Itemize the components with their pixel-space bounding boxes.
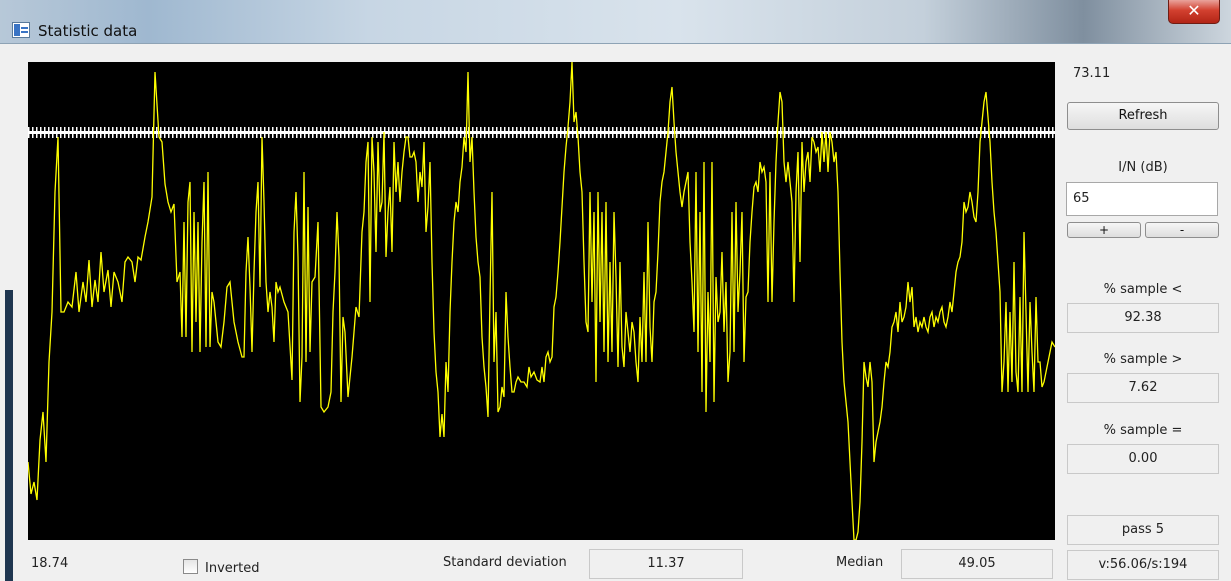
median-label: Median — [836, 555, 884, 570]
sample-greater-label: % sample > — [1103, 352, 1183, 367]
signal-plot — [28, 62, 1055, 540]
sample-equal-label: % sample = — [1103, 423, 1183, 438]
sample-equal-value: 0.00 — [1067, 444, 1219, 474]
sample-less-label: % sample < — [1103, 282, 1183, 297]
title-bar: Statistic data ✕ — [0, 0, 1231, 44]
decrease-button[interactable]: - — [1145, 222, 1219, 238]
sample-greater-value: 7.62 — [1067, 373, 1219, 403]
median-value: 49.05 — [901, 549, 1053, 579]
y-max-label: 73.11 — [1073, 66, 1111, 81]
in-db-input[interactable]: 65 — [1066, 182, 1218, 216]
y-min-label: 18.74 — [31, 556, 69, 571]
pass-value: pass 5 — [1067, 515, 1219, 545]
inverted-checkbox[interactable] — [183, 559, 198, 574]
signal-trace — [28, 62, 1055, 540]
threshold-line — [28, 127, 1055, 138]
refresh-button[interactable]: Refresh — [1067, 102, 1219, 130]
increase-button[interactable]: + — [1067, 222, 1141, 238]
std-deviation-label: Standard deviation — [443, 555, 567, 570]
status-value: v:56.06/s:194 — [1067, 550, 1219, 580]
window-app-icon — [12, 22, 30, 38]
std-deviation-value: 11.37 — [589, 549, 743, 579]
inverted-label: Inverted — [205, 561, 260, 576]
signal-plot-svg — [28, 62, 1055, 540]
threshold-line-ticks — [28, 127, 1055, 138]
in-label: I/N (dB) — [1118, 160, 1168, 175]
sample-less-value: 92.38 — [1067, 303, 1219, 333]
close-button[interactable]: ✕ — [1168, 0, 1220, 24]
window-title: Statistic data — [38, 22, 138, 40]
background-window-edge — [5, 290, 13, 581]
